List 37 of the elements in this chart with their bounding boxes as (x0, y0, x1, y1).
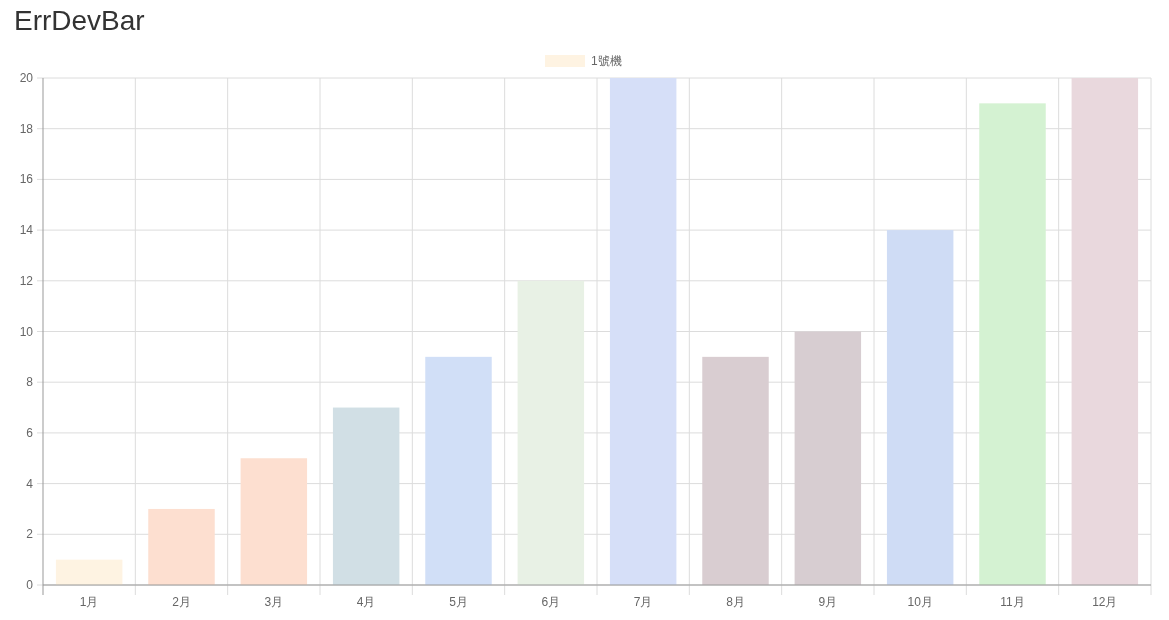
y-tick-label: 12 (19, 273, 34, 288)
bar (609, 78, 677, 585)
y-tick-label: 6 (26, 425, 34, 440)
legend: 1號機 (545, 54, 622, 68)
y-tick-label: 10 (19, 324, 34, 339)
bar (1071, 78, 1139, 585)
x-tick-label: 9月 (818, 595, 838, 609)
x-tick-label: 2月 (172, 595, 191, 609)
bar (148, 508, 215, 585)
bar (240, 458, 308, 585)
x-tick-label: 11月 (1000, 595, 1025, 609)
y-tick-label: 2 (26, 527, 34, 542)
y-tick-label: 4 (26, 476, 34, 491)
bar (979, 103, 1046, 585)
bar (702, 356, 769, 585)
x-tick-label: 8月 (726, 595, 745, 609)
bar (517, 280, 585, 585)
x-tick-label: 6月 (541, 595, 561, 609)
y-tick-label: 18 (19, 121, 34, 136)
x-tick-label: 7月 (633, 595, 653, 609)
x-tick-label: 12月 (1092, 595, 1118, 609)
bar (425, 356, 492, 585)
y-tick-label: 8 (26, 375, 34, 390)
y-tick-label: 20 (19, 71, 34, 85)
y-tick-label: 16 (19, 172, 34, 187)
bar (794, 331, 862, 585)
x-tick-label: 3月 (264, 595, 284, 609)
y-tick-label: 14 (19, 223, 34, 238)
x-tick-label: 4月 (356, 595, 376, 609)
chart-title: ErrDevBar (14, 5, 145, 36)
y-tick-label: 0 (26, 578, 34, 592)
legend-label: 1號機 (591, 54, 622, 68)
x-tick-label: 10月 (907, 595, 933, 609)
x-tick-label: 1月 (79, 595, 99, 609)
bar (55, 559, 123, 585)
bar (886, 230, 954, 585)
x-tick-label: 5月 (449, 595, 468, 609)
